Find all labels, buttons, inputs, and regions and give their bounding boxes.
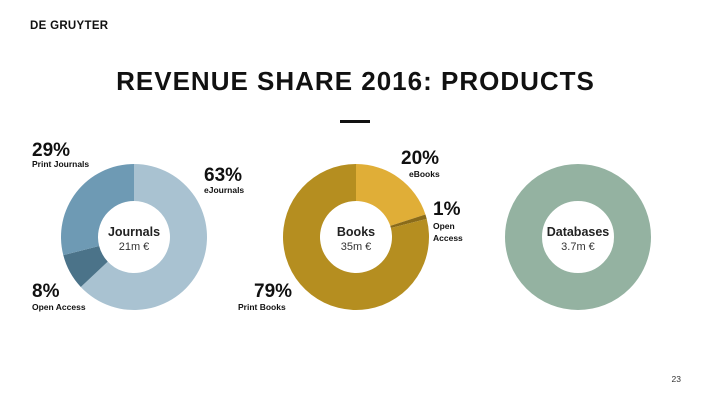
journals-open-access-label: Open Access xyxy=(32,302,86,312)
print-books-percent: 79% xyxy=(254,281,293,302)
journals-open-access-percent: 8% xyxy=(32,281,60,302)
page-title: REVENUE SHARE 2016: PRODUCTS xyxy=(116,66,595,96)
donut-center-name-1: Books xyxy=(337,225,375,239)
print-books-label: Print Books xyxy=(238,302,286,312)
donut-slice-2-slice xyxy=(505,164,651,310)
page-number: 23 xyxy=(671,374,681,384)
donut-slice-0-open-access xyxy=(63,245,108,287)
donut-slice-1-ebooks xyxy=(356,164,426,226)
print-journals-label: Print Journals xyxy=(32,159,90,169)
donut-slice-1-print-books xyxy=(282,164,429,310)
brand-logo: DE GRUYTER xyxy=(30,20,109,32)
books-open-access-percent: 1% xyxy=(433,199,461,220)
donut-center-name-2: Databases xyxy=(547,225,610,239)
donut-center-value-2: 3.7m € xyxy=(561,241,595,253)
donut-slice-0-ejournals xyxy=(80,164,208,310)
donut-center-value-0: 21m € xyxy=(119,241,150,253)
title-divider xyxy=(340,120,370,123)
donut-center-value-1: 35m € xyxy=(341,241,372,253)
donut-slice-1-open-access xyxy=(390,214,427,229)
print-journals-percent: 29% xyxy=(32,140,71,161)
books-open-access-label: Open Access xyxy=(433,221,463,243)
ebooks-label: eBooks xyxy=(409,169,440,179)
ejournals-percent: 63% xyxy=(204,165,243,186)
donut-slice-0-print-journals xyxy=(61,164,134,256)
ejournals-label: eJournals xyxy=(204,185,245,195)
donut-center-name-0: Journals xyxy=(108,225,160,239)
ebooks-percent: 20% xyxy=(401,148,440,169)
